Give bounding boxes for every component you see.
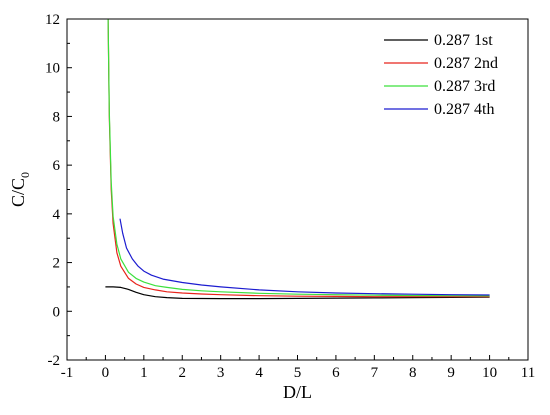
y-tick-label: 0 [53, 304, 61, 320]
y-axis-title-subscript: 0 [18, 172, 32, 178]
x-tick-label: 0 [102, 365, 110, 381]
x-tick-label: 11 [521, 365, 535, 381]
x-tick-label: 8 [409, 365, 417, 381]
y-tick-label: 6 [53, 158, 61, 174]
y-tick-label: 4 [53, 207, 61, 223]
y-tick-label: 10 [45, 61, 60, 77]
legend-label-2nd: 0.287 2nd [434, 55, 498, 72]
y-tick-label: -2 [48, 353, 61, 369]
series-line-3rd [107, 18, 490, 297]
y-tick-label: 8 [53, 109, 61, 125]
series-layer [105, 18, 490, 300]
plot-frame [66, 18, 529, 361]
series-line-4th [119, 218, 490, 296]
x-tick-label: 1 [140, 365, 148, 381]
x-tick-label: 5 [294, 365, 302, 381]
x-tick-label: 10 [482, 365, 497, 381]
x-tick-label: 2 [179, 365, 187, 381]
y-tick-label: 2 [53, 256, 61, 272]
y-tick-label: 12 [45, 12, 60, 28]
x-tick-label: 6 [332, 365, 340, 381]
y-axis-title-main: C/C [8, 178, 28, 207]
legend: 0.287 1st 0.287 2nd 0.287 3rd 0.287 4th [384, 32, 498, 118]
series-line-2nd [107, 18, 490, 298]
x-axis-title: D/L [283, 382, 312, 402]
series-line-1st [105, 286, 490, 300]
x-tick-label: -1 [61, 365, 74, 381]
legend-label-1st: 0.287 1st [434, 32, 493, 49]
legend-label-4th: 0.287 4th [434, 101, 494, 118]
x-tick-label: 7 [371, 365, 379, 381]
legend-label-3rd: 0.287 3rd [434, 78, 495, 95]
x-tick-label: 9 [447, 365, 455, 381]
x-tick-label: 3 [217, 365, 225, 381]
x-tick-label: 4 [255, 365, 263, 381]
y-axis-title: C/C0 [8, 172, 32, 207]
